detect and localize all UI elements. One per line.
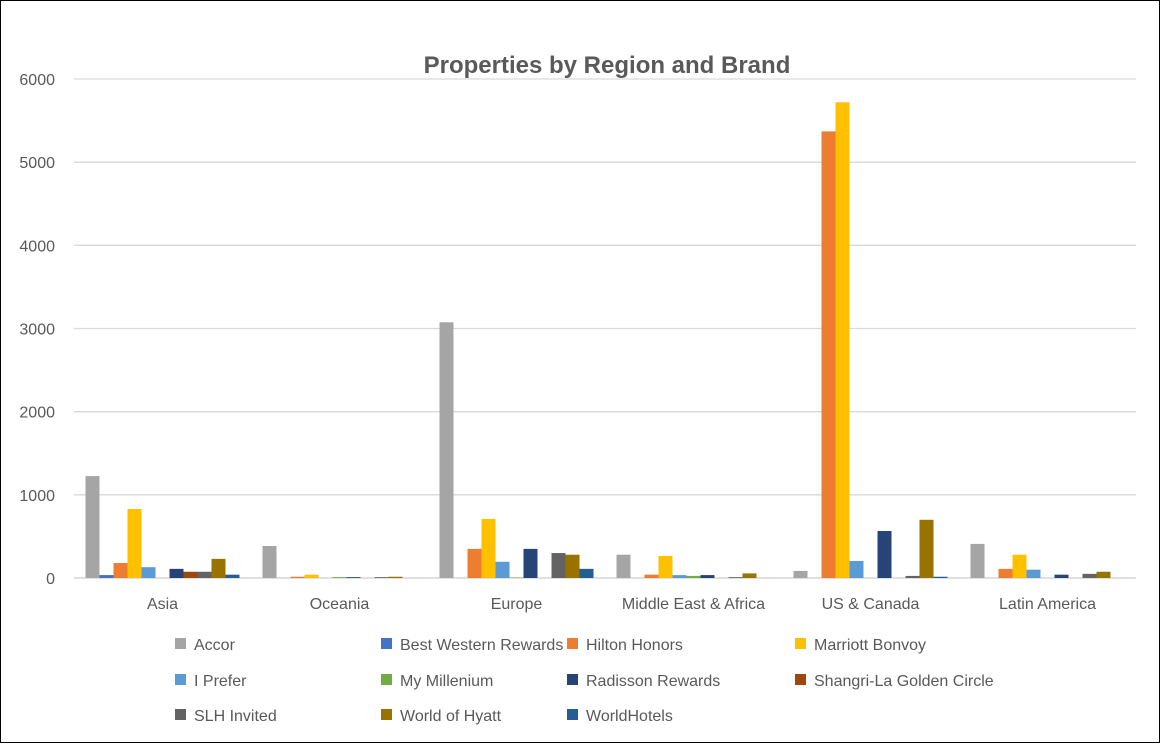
bar-i-prefer xyxy=(673,575,687,578)
bar-hilton-honors xyxy=(999,569,1013,578)
bar-worldhotels xyxy=(580,569,594,578)
legend-item: SLH Invited xyxy=(175,708,277,725)
bar-radisson-rewards xyxy=(170,569,184,578)
legend-swatch xyxy=(381,674,392,685)
legend-label: Best Western Rewards xyxy=(400,637,563,654)
bar-i-prefer xyxy=(496,562,510,578)
bar-radisson-rewards xyxy=(701,575,715,578)
legend-swatch xyxy=(567,638,578,649)
bar-hilton-honors xyxy=(114,563,128,578)
y-tick-label: 0 xyxy=(46,571,55,588)
legend-swatch xyxy=(795,674,806,685)
legend-label: WorldHotels xyxy=(586,708,673,725)
legend-label: I Prefer xyxy=(194,673,247,690)
x-tick-label: Europe xyxy=(491,596,543,613)
bar-marriott-bonvoy xyxy=(659,556,673,578)
chart-title: Properties by Region and Brand xyxy=(424,52,791,79)
x-tick-label: Asia xyxy=(147,596,178,613)
legend-label: Marriott Bonvoy xyxy=(814,637,926,654)
bar-marriott-bonvoy xyxy=(482,519,496,578)
bar-radisson-rewards xyxy=(524,549,538,578)
legend-label: Shangri-La Golden Circle xyxy=(814,673,994,690)
y-tick-label: 6000 xyxy=(19,72,55,89)
legend-swatch xyxy=(381,709,392,720)
bar-slh-invited xyxy=(552,553,566,578)
x-tick-label: Middle East & Africa xyxy=(622,596,765,613)
bar-slh-invited xyxy=(1083,574,1097,578)
y-tick-label: 4000 xyxy=(19,238,55,255)
bar-shangri-la-golden-circle xyxy=(184,572,198,578)
legend-item: Shangri-La Golden Circle xyxy=(795,673,994,690)
legend-item: Best Western Rewards xyxy=(381,637,563,654)
bar-hilton-honors xyxy=(291,577,305,578)
bar-world-of-hyatt xyxy=(920,520,934,578)
bar-slh-invited xyxy=(729,577,743,578)
bar-hilton-honors xyxy=(645,575,659,578)
legend-item: Accor xyxy=(175,637,236,654)
bar-accor xyxy=(617,555,631,578)
bar-world-of-hyatt xyxy=(566,555,580,578)
legend-swatch xyxy=(795,638,806,649)
y-tick-label: 3000 xyxy=(19,322,55,339)
legend-item: I Prefer xyxy=(175,673,247,690)
y-tick-label: 1000 xyxy=(19,488,55,505)
legend-item: Hilton Honors xyxy=(567,637,683,654)
bar-slh-invited xyxy=(375,577,389,578)
legend-swatch xyxy=(175,638,186,649)
bar-marriott-bonvoy xyxy=(836,102,850,578)
legend-label: Radisson Rewards xyxy=(586,673,720,690)
bar-i-prefer xyxy=(142,567,156,578)
bar-world-of-hyatt xyxy=(743,573,757,578)
x-tick-label: Oceania xyxy=(310,596,370,613)
bar-world-of-hyatt xyxy=(389,577,403,578)
bar-radisson-rewards xyxy=(347,577,361,578)
legend-item: Radisson Rewards xyxy=(567,673,720,690)
legend-item: My Millenium xyxy=(381,673,493,690)
legend-swatch xyxy=(567,709,578,720)
bar-i-prefer xyxy=(1027,570,1041,578)
bar-marriott-bonvoy xyxy=(305,575,319,578)
y-tick-label: 2000 xyxy=(19,405,55,422)
bar-slh-invited xyxy=(906,576,920,578)
bar-accor xyxy=(440,322,454,578)
bar-accor xyxy=(794,571,808,578)
bar-my-millenium xyxy=(333,577,347,578)
legend-label: My Millenium xyxy=(400,673,493,690)
bar-radisson-rewards xyxy=(878,531,892,578)
legend-swatch xyxy=(175,674,186,685)
bar-radisson-rewards xyxy=(1055,575,1069,578)
legend-swatch xyxy=(567,674,578,685)
bar-worldhotels xyxy=(934,577,948,578)
bar-slh-invited xyxy=(198,572,212,578)
bar-world-of-hyatt xyxy=(1097,572,1111,578)
bar-worldhotels xyxy=(226,575,240,578)
bar-i-prefer xyxy=(850,561,864,578)
bar-marriott-bonvoy xyxy=(128,509,142,578)
y-tick-label: 5000 xyxy=(19,155,55,172)
bar-accor xyxy=(971,544,985,578)
legend-swatch xyxy=(381,638,392,649)
legend-item: WorldHotels xyxy=(567,708,673,725)
x-tick-label: US & Canada xyxy=(822,596,920,613)
bar-my-millenium xyxy=(687,576,701,578)
legend-label: Accor xyxy=(194,637,236,654)
legend-item: World of Hyatt xyxy=(381,708,502,725)
x-tick-label: Latin America xyxy=(999,596,1096,613)
legend-swatch xyxy=(175,709,186,720)
bar-hilton-honors xyxy=(822,131,836,578)
bar-accor xyxy=(86,476,100,578)
legend-label: World of Hyatt xyxy=(400,708,502,725)
legend-label: SLH Invited xyxy=(194,708,277,725)
legend-item: Marriott Bonvoy xyxy=(795,637,926,654)
legend-label: Hilton Honors xyxy=(586,637,683,654)
bar-marriott-bonvoy xyxy=(1013,555,1027,578)
bar-accor xyxy=(263,546,277,578)
bar-hilton-honors xyxy=(468,549,482,578)
bar-world-of-hyatt xyxy=(212,559,226,578)
bar-best-western-rewards xyxy=(100,575,114,578)
